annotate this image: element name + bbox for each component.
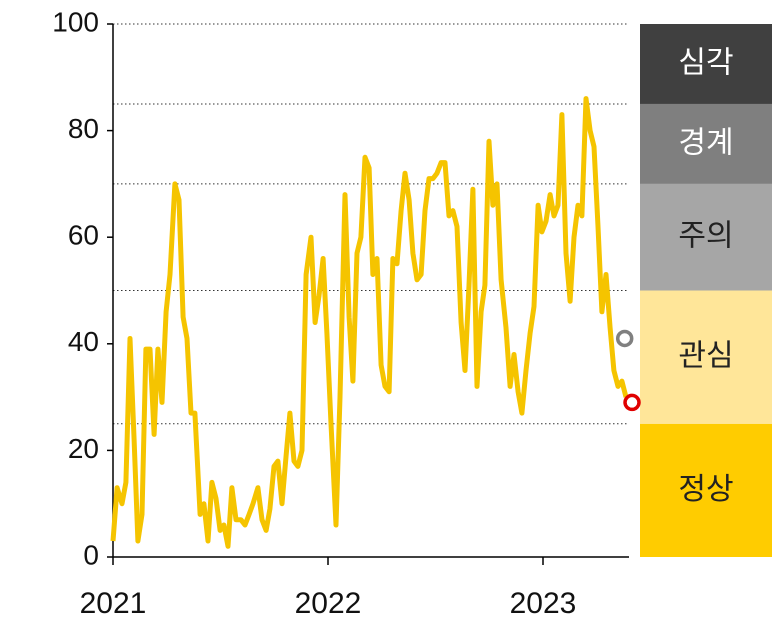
level-band — [640, 103, 772, 184]
y-tick-label: 100 — [52, 6, 99, 37]
y-tick-label: 20 — [68, 433, 99, 464]
level-band — [640, 24, 772, 104]
level-band — [640, 183, 772, 291]
data-line — [110, 96, 629, 549]
y-tick-label: 40 — [68, 326, 99, 357]
level-label: 주의 — [678, 219, 733, 254]
y-tick-label: 0 — [83, 539, 99, 570]
level-label: 심각 — [678, 45, 733, 80]
marker — [623, 393, 641, 412]
y-tick-label: 60 — [68, 220, 99, 251]
level-label: 경계 — [678, 125, 733, 160]
level-band — [640, 290, 772, 424]
marker — [615, 329, 634, 348]
x-tick-label: 2023 — [510, 587, 577, 620]
x-tick-label: 2021 — [80, 587, 147, 620]
y-tick-label: 80 — [68, 113, 99, 144]
x-tick-label: 2022 — [295, 587, 362, 620]
level-label: 정상 — [678, 472, 733, 507]
level-label: 관심 — [678, 339, 733, 374]
level-band — [640, 423, 772, 557]
